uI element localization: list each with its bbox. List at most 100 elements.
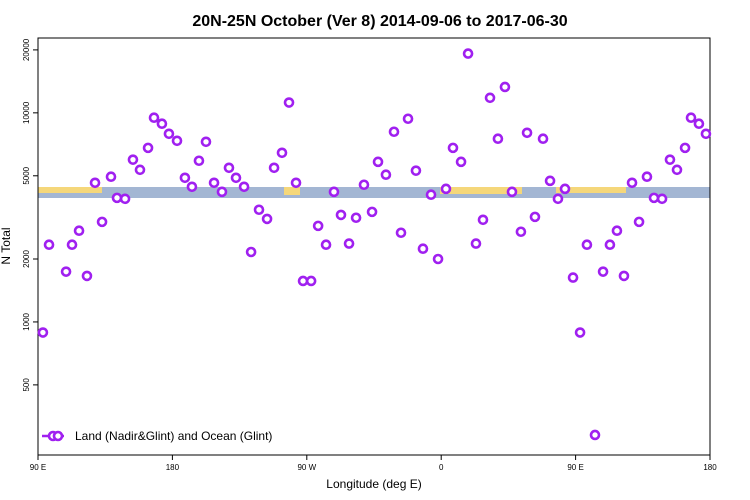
- point: [671, 164, 683, 176]
- point: [283, 97, 295, 108]
- point: [66, 239, 78, 251]
- legend-marker: [52, 430, 64, 442]
- point: [156, 118, 168, 130]
- point: [216, 186, 228, 198]
- point: [105, 171, 117, 182]
- point: [343, 238, 355, 249]
- y-tick-label: 1000: [22, 312, 31, 330]
- point: [700, 128, 712, 140]
- point: [380, 169, 392, 181]
- point: [597, 266, 609, 277]
- y-tick-label: 5000: [22, 166, 31, 184]
- point: [119, 193, 131, 205]
- point: [537, 133, 549, 145]
- y-axis-label: N Total: [0, 227, 13, 264]
- point: [261, 213, 273, 225]
- point: [186, 181, 198, 193]
- point: [410, 165, 422, 176]
- point: [171, 135, 183, 147]
- point: [366, 206, 378, 218]
- point: [223, 162, 235, 174]
- point: [179, 172, 191, 184]
- point: [574, 327, 586, 338]
- point: [253, 204, 265, 216]
- point: [693, 118, 705, 130]
- point: [455, 156, 467, 168]
- chart-title: 20N-25N October (Ver 8) 2014-09-06 to 20…: [192, 13, 567, 30]
- x-tick-label: 90 W: [297, 463, 316, 472]
- point: [492, 133, 504, 145]
- point: [618, 270, 630, 282]
- y-tick-label: 20000: [22, 38, 31, 61]
- point: [81, 270, 93, 282]
- point: [268, 162, 280, 174]
- point: [230, 172, 242, 184]
- x-tick-label: 180: [166, 463, 180, 472]
- point: [544, 175, 556, 187]
- point: [395, 227, 407, 239]
- point: [484, 92, 496, 104]
- point: [656, 193, 668, 205]
- point: [111, 192, 123, 204]
- x-axis-label: Longitude (deg E): [326, 477, 421, 491]
- point: [679, 142, 691, 154]
- y-tick-label: 2000: [22, 250, 31, 268]
- legend-label: Land (Nadir&Glint) and Ocean (Glint): [75, 429, 272, 443]
- point: [499, 81, 511, 93]
- point: [305, 275, 317, 287]
- point: [402, 113, 414, 125]
- point: [559, 183, 571, 195]
- point: [477, 214, 489, 226]
- point: [506, 186, 518, 198]
- map-strip: [38, 187, 710, 198]
- x-tick-label: 90 E: [30, 463, 46, 472]
- point: [641, 171, 653, 182]
- point: [417, 243, 429, 255]
- point: [529, 211, 541, 223]
- point: [320, 239, 332, 251]
- point: [358, 179, 370, 191]
- point: [604, 239, 616, 251]
- point: [440, 183, 452, 195]
- point: [462, 48, 474, 59]
- point: [552, 193, 564, 205]
- point: [372, 156, 384, 168]
- point: [142, 142, 154, 154]
- point: [589, 429, 601, 441]
- point: [238, 181, 250, 193]
- point: [89, 177, 101, 189]
- point: [432, 253, 444, 265]
- point: [312, 220, 324, 232]
- point: [350, 212, 362, 224]
- point: [328, 186, 340, 198]
- point: [290, 177, 302, 189]
- point: [335, 209, 347, 221]
- point: [425, 189, 437, 200]
- point: [127, 154, 139, 165]
- point: [470, 238, 482, 249]
- y-tick-label: 10000: [22, 101, 31, 124]
- point: [245, 246, 257, 258]
- point: [581, 239, 593, 251]
- point: [685, 112, 697, 123]
- point: [37, 327, 49, 338]
- point: [208, 177, 220, 189]
- point: [521, 127, 533, 139]
- point: [626, 177, 638, 189]
- point: [447, 142, 459, 154]
- point: [633, 216, 645, 228]
- point: [43, 239, 55, 251]
- point: [611, 225, 623, 237]
- point: [664, 154, 676, 165]
- point: [134, 164, 146, 176]
- point: [193, 155, 205, 167]
- point: [648, 192, 660, 204]
- x-tick-label: 0: [439, 463, 444, 472]
- x-tick-label: 180: [703, 463, 717, 472]
- point: [148, 112, 160, 123]
- point: [388, 126, 400, 138]
- point: [96, 216, 108, 228]
- y-tick-label: 500: [22, 378, 31, 392]
- point: [163, 128, 175, 140]
